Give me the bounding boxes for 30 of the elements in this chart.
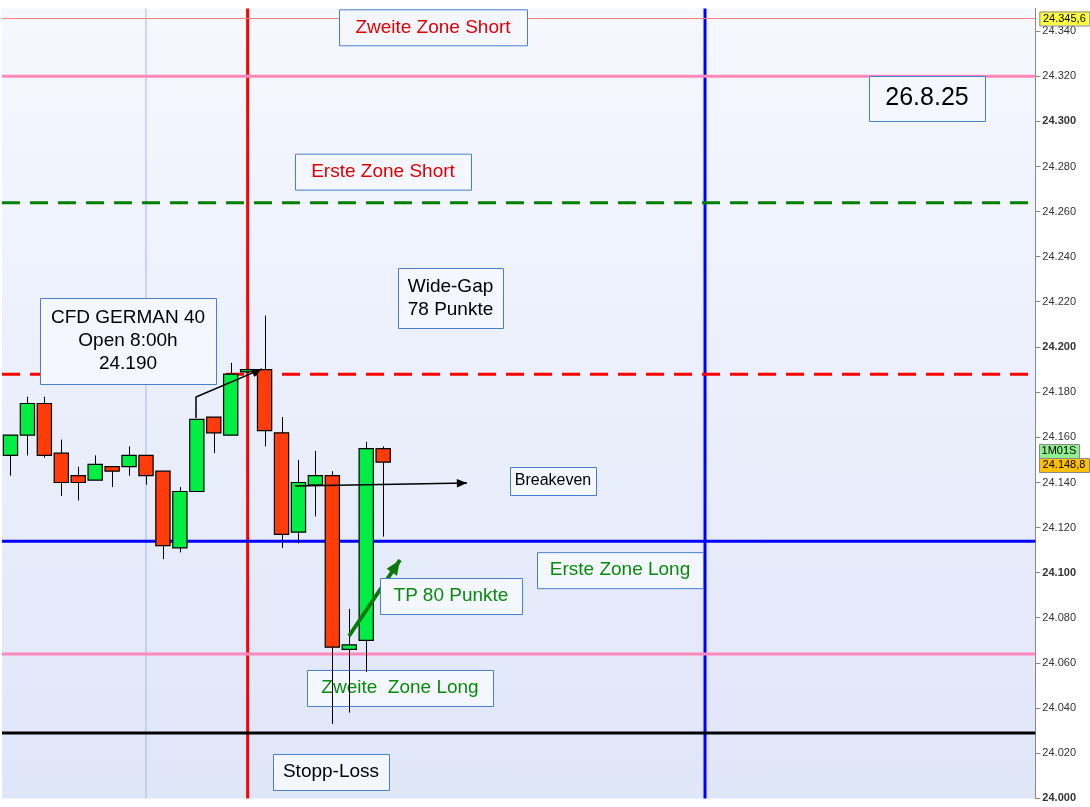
y-tick-label: 24.240 [1042, 249, 1077, 262]
y-tick-label: 24.320 [1042, 69, 1077, 82]
y-tick-label: 24.040 [1042, 701, 1077, 714]
y-tick-label: 24.120 [1042, 520, 1077, 533]
text: 24.148,8 [1042, 458, 1086, 471]
ref-line-label: Erste Zone Long [549, 558, 691, 580]
y-tick-label: 24.060 [1042, 656, 1077, 669]
y-tick-label: 24.160 [1042, 430, 1077, 443]
text: 1M01S [1041, 444, 1077, 457]
y-tick-label: 24.100 [1042, 565, 1077, 578]
ref-line-label: Erste Zone Short [311, 159, 456, 181]
y-tick-label: 24.000 [1042, 791, 1077, 804]
annotation: CFD GERMAN 40 Open 8:00h 24.190 [50, 306, 206, 374]
y-tick-label: 24.200 [1042, 340, 1077, 353]
y-tick-label: 24.080 [1042, 610, 1077, 623]
y-tick-label: 24.140 [1042, 475, 1077, 488]
y-tick-label: 24.260 [1042, 204, 1077, 217]
y-tick-label: 24.020 [1042, 746, 1077, 759]
y-tick-label: 24.220 [1042, 294, 1077, 307]
y-tick-label: 24.300 [1042, 114, 1077, 127]
ref-line-label: Zweite Zone Short [355, 15, 512, 37]
ref-line-label: Stopp-Loss [282, 760, 380, 782]
y-tick-label: 24.340 [1042, 24, 1077, 37]
y-tick-label: 24.280 [1042, 159, 1077, 172]
annotation: Breakeven [514, 471, 592, 489]
annotation: 26.8.25 [885, 82, 969, 111]
ref-line-label: 24.345,6 [1042, 11, 1086, 24]
annotation: Wide-Gap 78 Punkte [407, 274, 494, 319]
annotation: TP 80 Punkte [393, 584, 509, 606]
y-tick-label: 24.180 [1042, 385, 1077, 398]
